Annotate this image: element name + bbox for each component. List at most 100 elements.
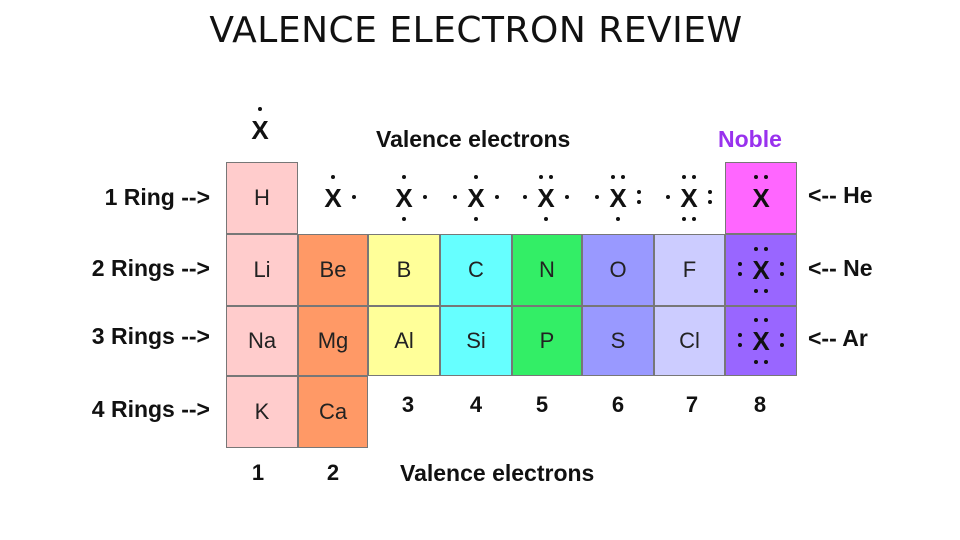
electron-dot — [754, 318, 758, 322]
element-cell-na: Na — [226, 306, 298, 376]
element-symbol-x: X — [324, 183, 342, 213]
electron-dot — [780, 343, 784, 347]
electron-dot — [621, 175, 625, 179]
electron-dot — [738, 262, 742, 266]
ring-label-2: 2 Rings --> — [91, 255, 210, 281]
lewis-dot-group-4: X — [452, 173, 500, 223]
element-cell-li: Li — [226, 234, 298, 306]
electron-dot — [474, 217, 478, 221]
electron-dot — [595, 195, 599, 199]
lewis-dot-helium: X — [737, 173, 785, 223]
group-number-3: 3 — [401, 392, 415, 417]
element-cell-o: O — [582, 234, 654, 306]
electron-dot — [616, 217, 620, 221]
electron-dot — [708, 190, 712, 194]
noble-cell-ne — [725, 234, 797, 306]
electron-dot — [754, 175, 758, 179]
element-cell-ca: Ca — [298, 376, 368, 448]
electron-dot — [352, 195, 356, 199]
electron-dot — [331, 175, 335, 179]
electron-dot — [402, 217, 406, 221]
element-cell-be: Be — [298, 234, 368, 306]
electron-dot — [474, 175, 478, 179]
group-number-1: 1 — [251, 460, 265, 485]
electron-dot — [780, 272, 784, 276]
element-cell-c: C — [440, 234, 512, 306]
element-symbol-x: X — [680, 183, 698, 213]
noble-label-he: <-- He — [808, 182, 873, 208]
electron-dot — [692, 175, 696, 179]
element-cell-h: H — [226, 162, 298, 234]
electron-dot — [692, 217, 696, 221]
electron-dot — [565, 195, 569, 199]
electron-dot — [423, 195, 427, 199]
electron-dot — [544, 217, 548, 221]
helium-cell — [725, 162, 797, 234]
element-symbol-x: X — [467, 183, 485, 213]
electron-dot — [780, 262, 784, 266]
lewis-dot-group-1-header: X — [236, 105, 284, 155]
ring-label-3: 3 Rings --> — [91, 323, 210, 349]
element-cell-n: N — [512, 234, 582, 306]
electron-dot — [764, 360, 768, 364]
electron-dot — [764, 318, 768, 322]
electron-dot — [495, 195, 499, 199]
element-symbol-x: X — [752, 255, 770, 285]
electron-dot — [666, 195, 670, 199]
element-cell-b: B — [368, 234, 440, 306]
electron-dot — [539, 175, 543, 179]
element-cell-k: K — [226, 376, 298, 448]
lewis-dot-neon: X — [737, 245, 785, 295]
element-cell-mg: Mg — [298, 306, 368, 376]
lewis-dot-group-7: X — [665, 173, 713, 223]
electron-dot — [764, 247, 768, 251]
element-cell-f: F — [654, 234, 725, 306]
group-number-5: 5 — [535, 392, 549, 417]
noble-cell-ar — [725, 306, 797, 376]
electron-dot — [738, 272, 742, 276]
electron-dot — [523, 195, 527, 199]
ring-label-1: 1 Ring --> — [104, 184, 210, 210]
electron-dot — [708, 200, 712, 204]
valence-electrons-header: Valence electrons — [376, 126, 571, 152]
element-symbol-x: X — [752, 326, 770, 356]
group-number-2: 2 — [326, 460, 340, 485]
electron-dot — [780, 333, 784, 337]
electron-dot — [402, 175, 406, 179]
noble-label-ar: <-- Ar — [808, 325, 868, 351]
electron-dot — [637, 200, 641, 204]
group-number-4: 4 — [469, 392, 483, 417]
group-number-8: 8 — [753, 392, 767, 417]
lewis-dot-group-3: X — [380, 173, 428, 223]
electron-dot — [682, 217, 686, 221]
element-cell-p: P — [512, 306, 582, 376]
electron-dot — [258, 107, 262, 111]
valence-electrons-footer: Valence electrons — [400, 460, 595, 486]
group-number-7: 7 — [685, 392, 699, 417]
electron-dot — [611, 175, 615, 179]
electron-dot — [738, 333, 742, 337]
element-cell-al: Al — [368, 306, 440, 376]
electron-dot — [754, 289, 758, 293]
element-cell-si: Si — [440, 306, 512, 376]
electron-dot — [754, 247, 758, 251]
electron-dot — [637, 190, 641, 194]
element-symbol-x: X — [537, 183, 555, 213]
electron-dot — [764, 175, 768, 179]
group-number-6: 6 — [611, 392, 625, 417]
page-title: VALENCE ELECTRON REVIEW — [209, 10, 743, 51]
element-symbol-x: X — [752, 183, 770, 213]
element-symbol-x: X — [395, 183, 413, 213]
noble-label-ne: <-- Ne — [808, 255, 873, 281]
electron-dot — [764, 289, 768, 293]
lewis-dot-group-5: X — [522, 173, 570, 223]
electron-dot — [738, 343, 742, 347]
element-symbol-x: X — [609, 183, 627, 213]
electron-dot — [549, 175, 553, 179]
element-symbol-x: X — [251, 115, 269, 145]
lewis-dot-group-6: X — [594, 173, 642, 223]
lewis-dot-group-2: X — [309, 173, 357, 223]
element-cell-s: S — [582, 306, 654, 376]
element-cell-cl: Cl — [654, 306, 725, 376]
noble-header: Noble — [718, 126, 782, 152]
